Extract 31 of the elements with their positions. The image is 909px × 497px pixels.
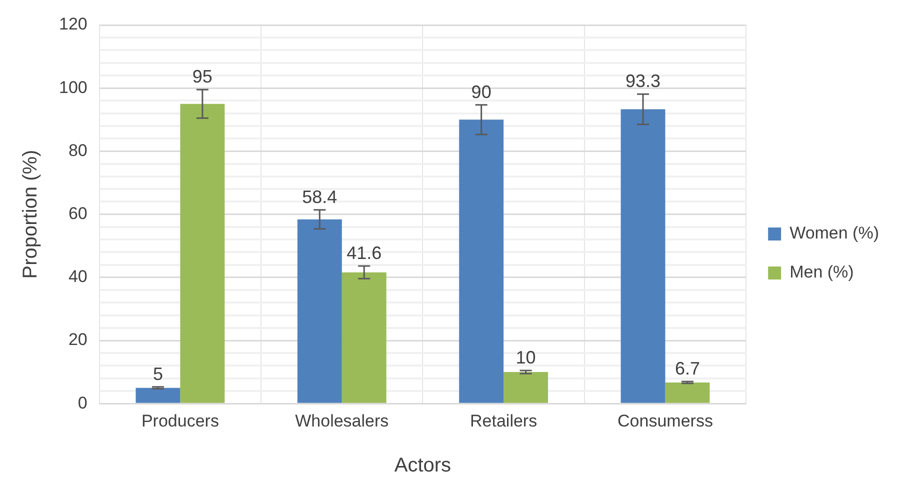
data-label: 95 [192, 66, 212, 87]
bar [504, 372, 548, 403]
y-tick-label: 60 [68, 204, 88, 223]
x-tick-label: Wholesalers [295, 411, 389, 430]
legend-label: Men (%) [790, 262, 854, 282]
bar [342, 272, 386, 403]
x-tick-label: Consumerss [618, 411, 713, 430]
y-axis-title: Proportion (%) [20, 150, 42, 279]
data-label: 58.4 [302, 186, 338, 207]
data-label: 93.3 [625, 71, 661, 92]
legend-label: Women (%) [790, 224, 880, 243]
bar [620, 109, 666, 403]
bar [136, 388, 180, 403]
x-axis-title: Actors [394, 454, 452, 477]
data-label: 90 [471, 82, 492, 102]
y-tick-label: 120 [58, 14, 88, 34]
bar [459, 120, 504, 403]
x-tick-label: Retailers [470, 411, 538, 430]
y-tick-label: 80 [68, 140, 88, 160]
data-label: 6.7 [674, 358, 700, 378]
x-tick-label: Producers [141, 411, 219, 430]
data-label: 10 [516, 347, 536, 368]
data-label: 41.6 [346, 243, 382, 264]
data-label: 5 [152, 364, 163, 384]
y-tick-label: 40 [68, 267, 88, 286]
y-tick-label: 100 [58, 78, 88, 97]
y-tick-label: 0 [78, 393, 88, 412]
bar [665, 382, 710, 403]
bar [180, 104, 225, 403]
bar [297, 219, 342, 403]
y-tick-label: 20 [68, 330, 88, 350]
